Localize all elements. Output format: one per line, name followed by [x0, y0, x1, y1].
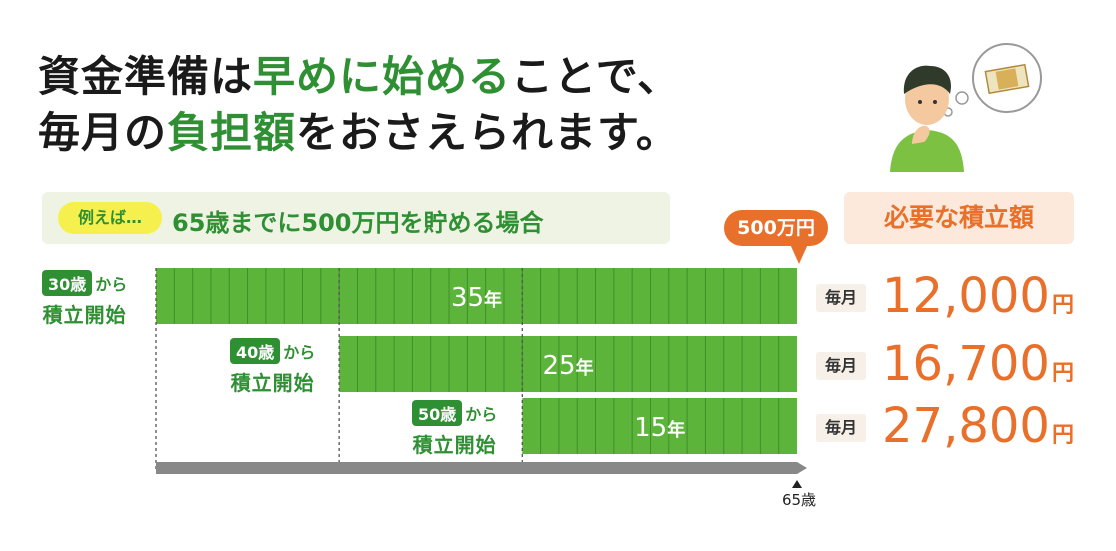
headline-line-2: 毎月の負担額をおさえられます。: [38, 112, 679, 154]
goal-label: 500万円: [724, 210, 828, 246]
monthly-amount-row: 毎月 12,000円: [816, 266, 1096, 326]
required-amount-header: 必要な積立額: [844, 192, 1074, 244]
example-text: 65歳までに500万円を貯める場合: [172, 209, 544, 237]
amount-number: 16,700: [882, 336, 1050, 392]
bar-year-stripes: [540, 398, 780, 454]
bar-year-stripes: [356, 336, 780, 392]
person-hair: [903, 65, 952, 94]
headline-part: をおさえられます。: [296, 108, 679, 157]
end-age-marker: [792, 480, 802, 488]
monthly-amount-value: 12,000円: [882, 266, 1074, 336]
period-bar: [156, 268, 797, 324]
start-from-text: から: [95, 275, 128, 294]
headline-part: 毎月の: [38, 108, 168, 157]
start-saving-text: 積立開始: [412, 433, 497, 457]
monthly-label: 毎月: [816, 284, 866, 312]
currency-unit: 円: [1051, 293, 1074, 318]
start-saving-text: 積立開始: [230, 371, 315, 395]
person-eye: [933, 100, 937, 104]
end-age-label: 65歳: [782, 491, 816, 509]
bar-years-label: 15年: [634, 413, 685, 443]
start-saving-text: 積立開始: [42, 303, 127, 327]
thinking-person-illustration: [890, 43, 1042, 172]
bar-years-label: 35年: [451, 283, 502, 313]
goal-pointer-icon: [790, 244, 808, 264]
bar-year-stripes: [173, 268, 780, 324]
start-age-badge: 30歳: [42, 270, 93, 296]
start-from-text: から: [465, 405, 498, 424]
person-body: [890, 130, 964, 172]
headline-line-1: 資金準備は早めに始めることで、: [38, 56, 680, 98]
start-age-badge: 50歳: [412, 400, 463, 426]
monthly-label: 毎月: [816, 414, 866, 442]
period-bar: [522, 398, 797, 454]
currency-unit: 円: [1051, 361, 1074, 386]
bar-years-label: 25年: [543, 351, 594, 381]
monthly-amount-value: 16,700円: [882, 334, 1074, 404]
headline-highlight: 負担額: [167, 108, 297, 157]
start-age-label: 40歳 から積立開始: [230, 338, 315, 396]
monthly-amount-value: 27,800円: [882, 396, 1074, 466]
start-age-label: 30歳 から積立開始: [42, 270, 127, 328]
person-hand: [912, 125, 930, 144]
monthly-label: 毎月: [816, 352, 866, 380]
example-banner: 例えば… 65歳までに500万円を貯める場合: [42, 192, 670, 244]
amount-number: 27,800: [882, 398, 1050, 454]
start-age-label: 50歳 から積立開始: [412, 400, 497, 458]
amount-number: 12,000: [882, 268, 1050, 324]
start-from-text: から: [283, 343, 316, 362]
period-bar: [339, 336, 797, 392]
timeline-arrow: [797, 462, 807, 474]
headline-part: ことで、: [511, 52, 681, 101]
timeline-axis: [156, 462, 797, 474]
headline-highlight: 早めに始める: [253, 52, 512, 101]
headline-part: 資金準備は: [38, 52, 254, 101]
monthly-amount-row: 毎月 16,700円: [816, 334, 1096, 394]
currency-unit: 円: [1051, 423, 1074, 448]
example-tag: 例えば…: [58, 202, 162, 234]
monthly-amount-row: 毎月 27,800円: [816, 396, 1096, 456]
money-bundle-icon: [984, 63, 1030, 95]
start-age-badge: 40歳: [230, 338, 281, 364]
person-eye: [918, 100, 922, 104]
thought-bubble-medium: [955, 91, 969, 105]
